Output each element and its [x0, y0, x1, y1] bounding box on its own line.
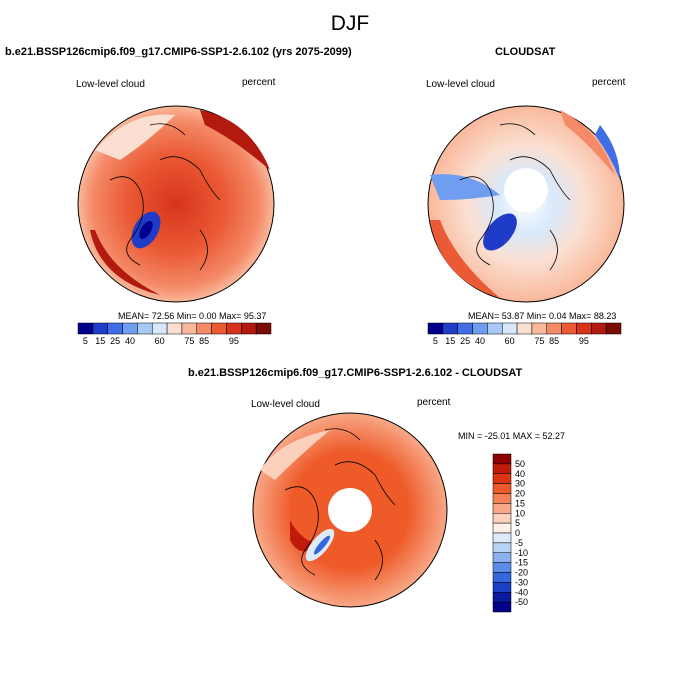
- colorbar-swatch: [77, 322, 94, 335]
- colorbar-swatch: [492, 562, 512, 573]
- colorbar-swatch: [492, 532, 512, 544]
- colorbar-tick-label: -40: [515, 587, 528, 597]
- colorbar-swatch: [181, 322, 198, 335]
- colorbar-swatch: [442, 322, 458, 335]
- colorbar-swatch: [92, 322, 108, 335]
- colorbar-swatch: [492, 572, 512, 583]
- panel3-map: [252, 412, 448, 608]
- colorbar-tick-label: 40: [475, 336, 485, 346]
- panel1-map: [77, 105, 275, 303]
- colorbar-tick-label: 20: [515, 489, 525, 499]
- colorbar-tick-label: 95: [229, 336, 239, 346]
- colorbar-swatch: [137, 322, 153, 335]
- colorbar-tick-label: 50: [515, 459, 525, 469]
- colorbar-swatch: [122, 322, 138, 335]
- colorbar-tick-label: 75: [184, 336, 194, 346]
- panel2-units: percent: [592, 77, 626, 88]
- colorbar-swatch: [492, 552, 512, 563]
- colorbar-swatch: [241, 322, 257, 335]
- colorbar-tick-label: 75: [534, 336, 544, 346]
- colorbar-swatch: [492, 582, 512, 593]
- colorbar-swatch: [546, 322, 562, 335]
- colorbar-swatch: [166, 322, 183, 335]
- colorbar-tick-label: -10: [515, 548, 528, 558]
- colorbar-swatch: [492, 473, 512, 484]
- colorbar-tick-label: -20: [515, 568, 528, 578]
- colorbar-tick-label: 10: [515, 508, 525, 518]
- colorbar-tick-label: 5: [83, 336, 88, 346]
- colorbar-swatch: [151, 322, 168, 335]
- colorbar-swatch: [492, 513, 512, 524]
- colorbar-swatch: [472, 322, 488, 335]
- colorbar-tick-label: 15: [515, 498, 525, 508]
- colorbar-tick-label: -5: [515, 538, 523, 548]
- panel3-title: b.e21.BSSP126cmip6.f09_g17.CMIP6-SSP1-2.…: [188, 367, 523, 379]
- colorbar-tick-label: 5: [433, 336, 438, 346]
- colorbar-swatch: [576, 322, 592, 335]
- panel1-variable: Low-level cloud: [76, 79, 145, 90]
- colorbar-swatch: [605, 322, 622, 335]
- panel3-stats: MIN = -25.01 MAX = 52.27: [458, 431, 566, 441]
- colorbar-swatch: [226, 322, 242, 335]
- colorbar-tick-label: 25: [460, 336, 470, 346]
- colorbar-tick-label: -15: [515, 558, 528, 568]
- colorbar-swatch: [561, 322, 577, 335]
- panel2-map: [427, 105, 625, 303]
- colorbar-tick-label: 30: [515, 479, 525, 489]
- colorbar-tick-label: 0: [515, 528, 520, 538]
- panel3-units: percent: [417, 397, 451, 408]
- colorbar-swatch: [492, 453, 512, 465]
- colorbar-tick-label: 85: [549, 336, 559, 346]
- colorbar-tick-label: 60: [155, 336, 165, 346]
- colorbar-swatch: [492, 592, 512, 603]
- panel1-stats: MEAN= 72.56 Min= 0.00 Max= 95.37: [118, 311, 267, 321]
- colorbar-swatch: [501, 322, 518, 335]
- figure-title: DJF: [330, 12, 370, 35]
- colorbar-swatch: [107, 322, 123, 335]
- colorbar-tick-label: 40: [125, 336, 135, 346]
- colorbar-swatch: [492, 463, 512, 474]
- colorbar-tick-label: -30: [515, 577, 528, 587]
- panel1-units: percent: [242, 77, 276, 88]
- panel2-variable: Low-level cloud: [426, 79, 495, 90]
- panel2-title: CLOUDSAT: [495, 46, 556, 58]
- colorbar-swatch: [492, 503, 512, 514]
- colorbar-swatch: [492, 542, 512, 553]
- panel3-variable: Low-level cloud: [251, 399, 320, 410]
- colorbar-swatch: [487, 322, 503, 335]
- colorbar-tick-label: 25: [110, 336, 120, 346]
- colorbar-tick-label: 85: [199, 336, 209, 346]
- colorbar-tick-label: -50: [515, 597, 528, 607]
- colorbar-swatch: [492, 483, 512, 494]
- colorbar-tick-label: 60: [505, 336, 515, 346]
- colorbar-tick-label: 15: [445, 336, 455, 346]
- colorbar-tick-label: 5: [515, 518, 520, 528]
- panel2-stats: MEAN= 53.87 Min= 0.04 Max= 88.23: [468, 311, 617, 321]
- colorbar-swatch: [591, 322, 607, 335]
- colorbar-swatch: [457, 322, 473, 335]
- colorbar-tick-label: 95: [579, 336, 589, 346]
- colorbar-swatch: [255, 322, 272, 335]
- colorbar-swatch: [492, 601, 512, 613]
- panel1-colorbar: 5 15 25 40 60 75 85 95: [77, 322, 272, 346]
- colorbar-tick-label: 40: [515, 469, 525, 479]
- panel2-colorbar: 5 15 25 40 60 75 85 95: [427, 322, 622, 346]
- colorbar-swatch: [516, 322, 533, 335]
- colorbar-swatch: [531, 322, 548, 335]
- panel1-title: b.e21.BSSP126cmip6.f09_g17.CMIP6-SSP1-2.…: [5, 46, 352, 58]
- colorbar-swatch: [196, 322, 212, 335]
- colorbar-swatch: [492, 493, 512, 504]
- colorbar-swatch: [492, 522, 512, 534]
- colorbar-swatch: [211, 322, 227, 335]
- colorbar-swatch: [427, 322, 444, 335]
- colorbar-tick-label: 15: [95, 336, 105, 346]
